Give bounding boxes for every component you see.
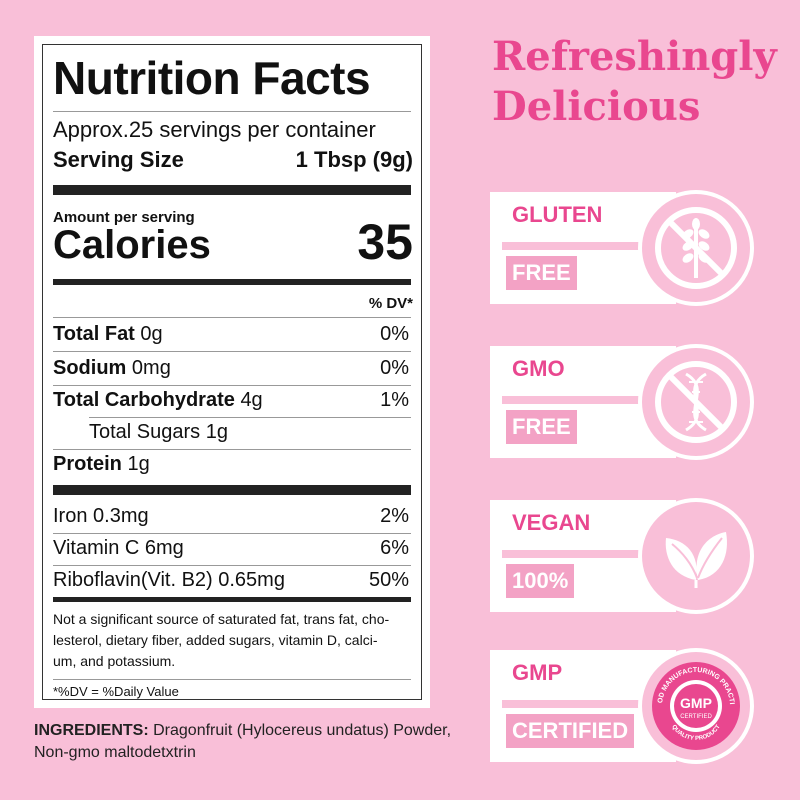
nutrient-row-carbs: Total Carbohydrate 4g 1% bbox=[53, 389, 409, 411]
footnote: Not a significant source of saturated fa… bbox=[53, 611, 390, 669]
badge-title: GMP bbox=[512, 660, 563, 685]
ingredients-text-2: Non-gmo maltodetxtrin bbox=[34, 744, 196, 761]
serving-size-label: Serving Size bbox=[53, 147, 184, 172]
badge-title: GMO bbox=[512, 356, 565, 381]
nutrition-label: Nutrition Facts Approx.25 servings per c… bbox=[42, 44, 422, 700]
badge-subtitle: FREE bbox=[506, 410, 577, 444]
ingredients-text-1: Dragonfruit (Hylocereus undatus) Powder, bbox=[153, 722, 452, 739]
calories-label: Calories bbox=[53, 223, 211, 267]
leaves-icon bbox=[638, 498, 754, 614]
calories-value: 35 bbox=[357, 214, 413, 270]
vitamin-row-vitamin-c: Vitamin C 6mg 6% bbox=[53, 537, 409, 559]
nutrition-title: Nutrition Facts bbox=[53, 52, 371, 104]
vitamin-row-iron: Iron 0.3mg 2% bbox=[53, 505, 409, 527]
nutrient-row-sugars: Total Sugars 1g bbox=[89, 421, 228, 443]
serving-size-value: 1 Tbsp (9g) bbox=[295, 147, 413, 172]
nutrient-row-fat: Total Fat 0g 0% bbox=[53, 323, 409, 345]
vitamin-row-riboflavin: Riboflavin(Vit. B2) 0.65mg 50% bbox=[53, 569, 409, 591]
wheat-crossed-icon bbox=[638, 190, 754, 306]
badge-subtitle: 100% bbox=[506, 564, 575, 598]
gmp-seal-sub: CERTIFIED bbox=[680, 714, 712, 720]
nutrient-row-sodium: Sodium 0mg 0% bbox=[53, 357, 409, 379]
gmp-seal-icon: GOOD MANUFACTURING PRACTICE QUALITY PROD… bbox=[638, 648, 754, 764]
nutrition-panel: Nutrition Facts Approx.25 servings per c… bbox=[34, 36, 430, 708]
amount-per-serving: Amount per serving bbox=[53, 209, 195, 226]
badge-title: VEGAN bbox=[512, 510, 591, 535]
dv-note: *%DV = %Daily Value bbox=[53, 684, 179, 699]
badge-title: GLUTEN bbox=[512, 202, 603, 227]
servings-text: Approx.25 servings per container bbox=[53, 117, 376, 142]
nutrient-row-protein: Protein 1g bbox=[53, 453, 150, 475]
badge-subtitle: FREE bbox=[506, 256, 577, 290]
badge-gmo-free: GMO FREE bbox=[490, 344, 770, 462]
badge-gmp-certified: GMP CERTIFIED GOOD MANUFACTURING PRACTIC… bbox=[490, 648, 770, 766]
ingredients: INGREDIENTS: Dragonfruit (Hylocereus und… bbox=[34, 720, 454, 764]
gmp-seal-center: GMP bbox=[680, 695, 712, 711]
page-heading: Refreshingly Delicious bbox=[492, 33, 777, 130]
dna-crossed-icon bbox=[638, 344, 754, 460]
ingredients-label: INGREDIENTS: bbox=[34, 722, 149, 739]
dv-header: % DV* bbox=[368, 295, 413, 312]
badge-subtitle: CERTIFIED bbox=[506, 714, 635, 748]
badge-vegan: VEGAN 100% bbox=[490, 498, 770, 616]
badge-gluten-free: GLUTEN FREE bbox=[490, 190, 770, 308]
